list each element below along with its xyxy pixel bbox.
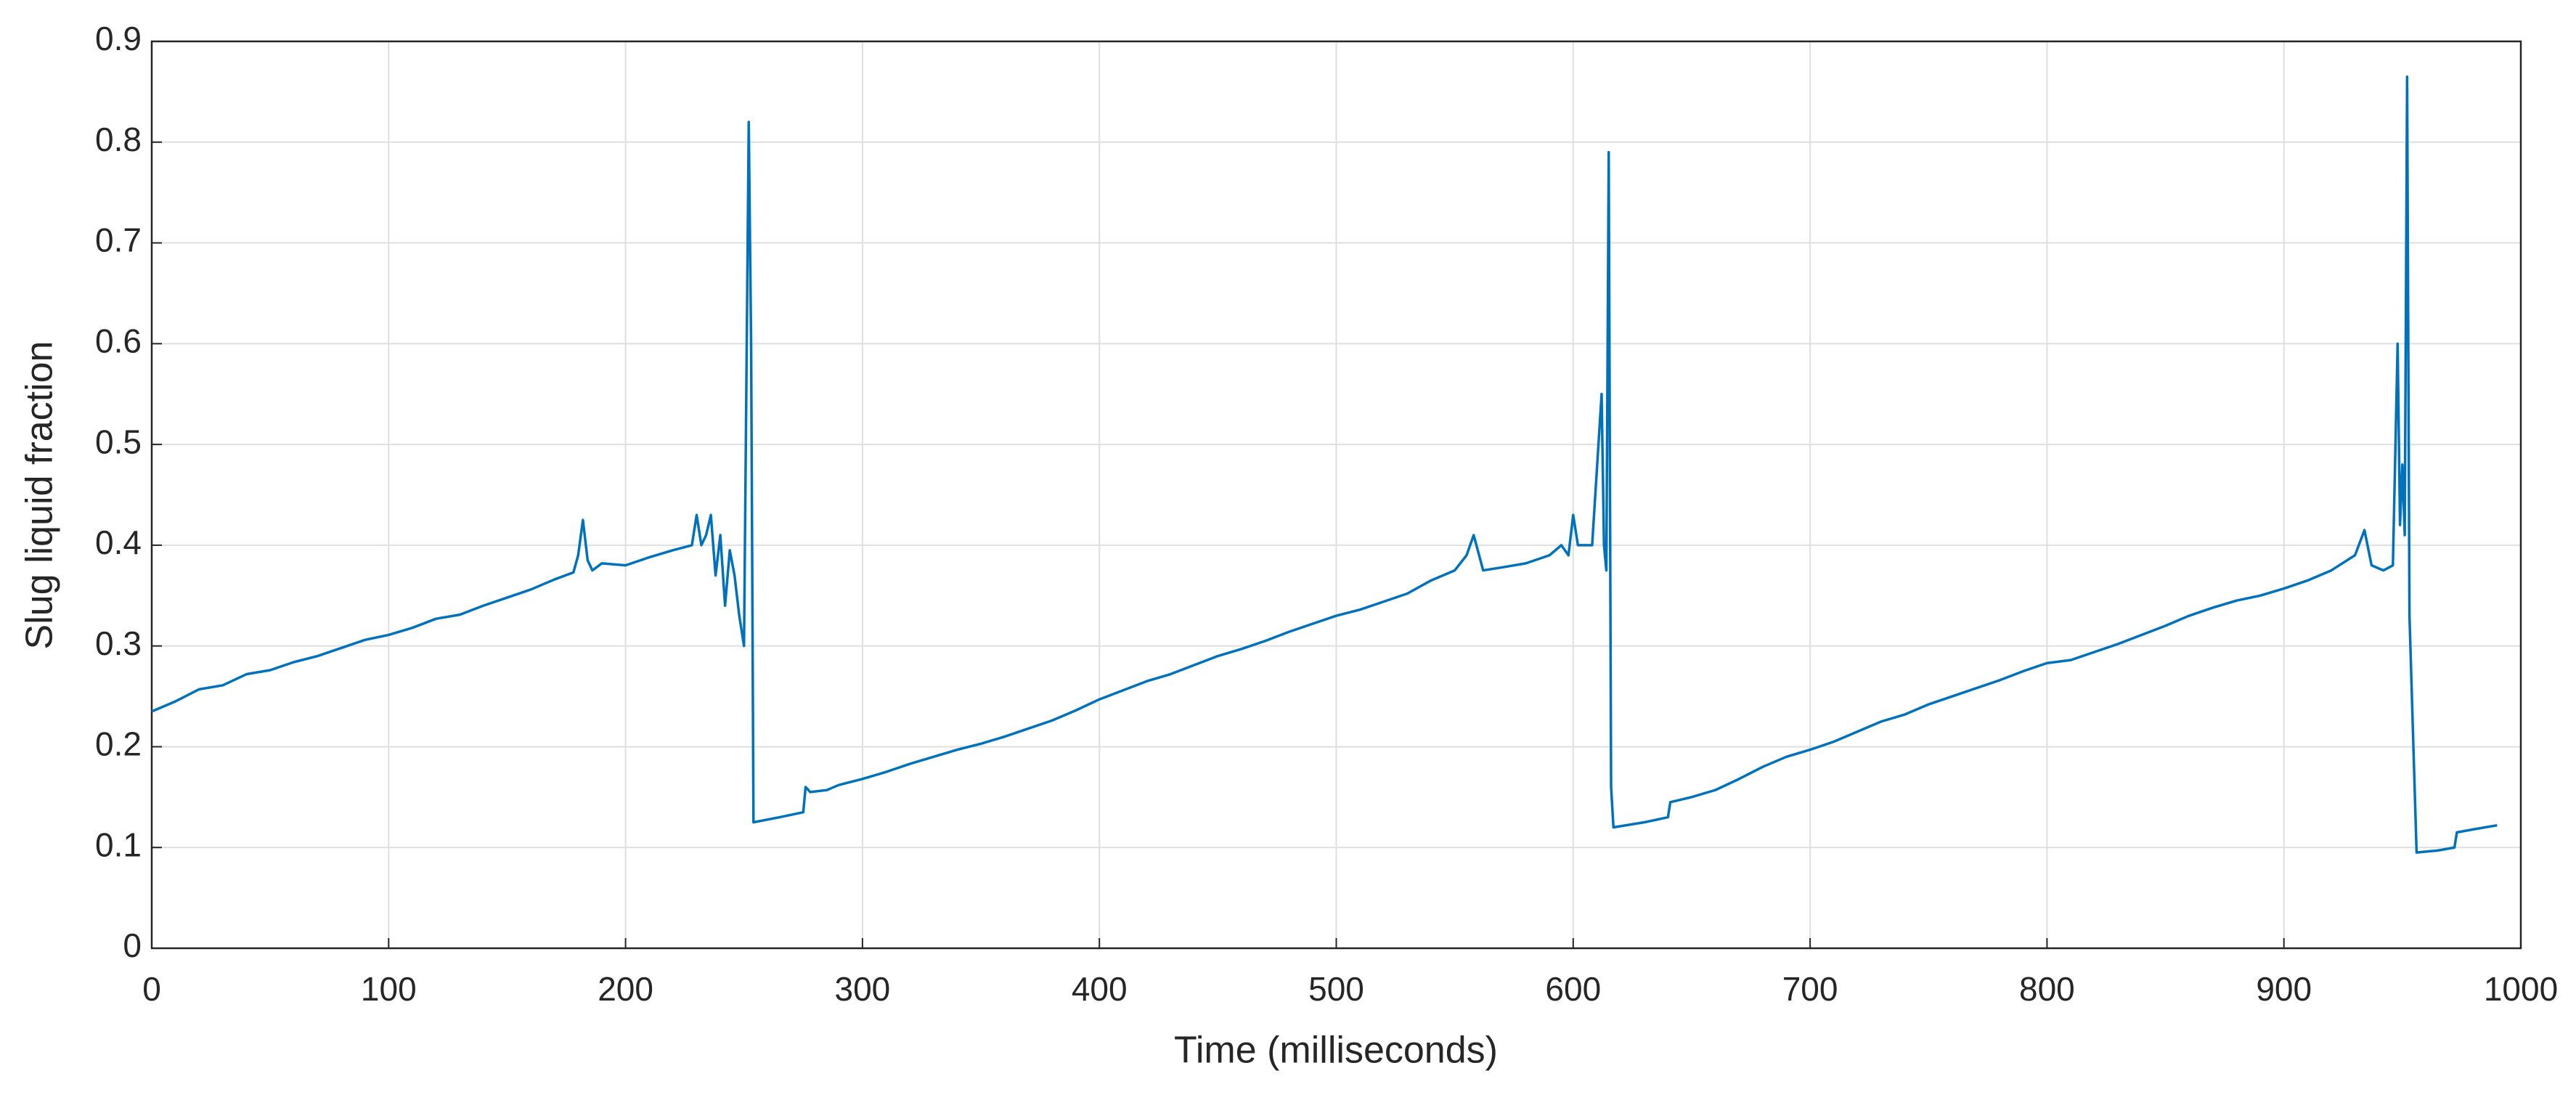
y-tick-label: 0.3 <box>95 624 142 662</box>
x-tick-label: 300 <box>835 970 891 1008</box>
y-tick-label: 0.6 <box>95 322 142 359</box>
y-tick-label: 0.2 <box>95 725 142 763</box>
x-tick-label: 0 <box>142 970 161 1008</box>
x-tick-label: 500 <box>1308 970 1364 1008</box>
x-tick-label: 400 <box>1072 970 1128 1008</box>
x-tick-label: 1000 <box>2484 970 2558 1008</box>
y-tick-label: 0.8 <box>95 121 142 158</box>
y-tick-label: 0.7 <box>95 221 142 259</box>
x-axis-label: Time (milliseconds) <box>1174 1030 1498 1072</box>
y-tick-label: 0.1 <box>95 826 142 863</box>
x-tick-label: 100 <box>361 970 417 1008</box>
x-tick-label: 900 <box>2256 970 2312 1008</box>
data-line <box>151 75 2498 854</box>
x-tick-label: 200 <box>598 970 653 1008</box>
y-axis-label: Slug liquid fraction <box>19 341 61 650</box>
y-tick-label: 0.5 <box>95 423 142 460</box>
x-tick-label: 700 <box>1782 970 1838 1008</box>
plot-frame <box>150 40 2522 950</box>
x-tick-label: 800 <box>2019 970 2075 1008</box>
y-tick-label: 0.9 <box>95 20 142 57</box>
x-tick-label: 600 <box>1545 970 1601 1008</box>
y-tick-label: 0 <box>123 926 142 964</box>
y-tick-label: 0.4 <box>95 523 142 561</box>
